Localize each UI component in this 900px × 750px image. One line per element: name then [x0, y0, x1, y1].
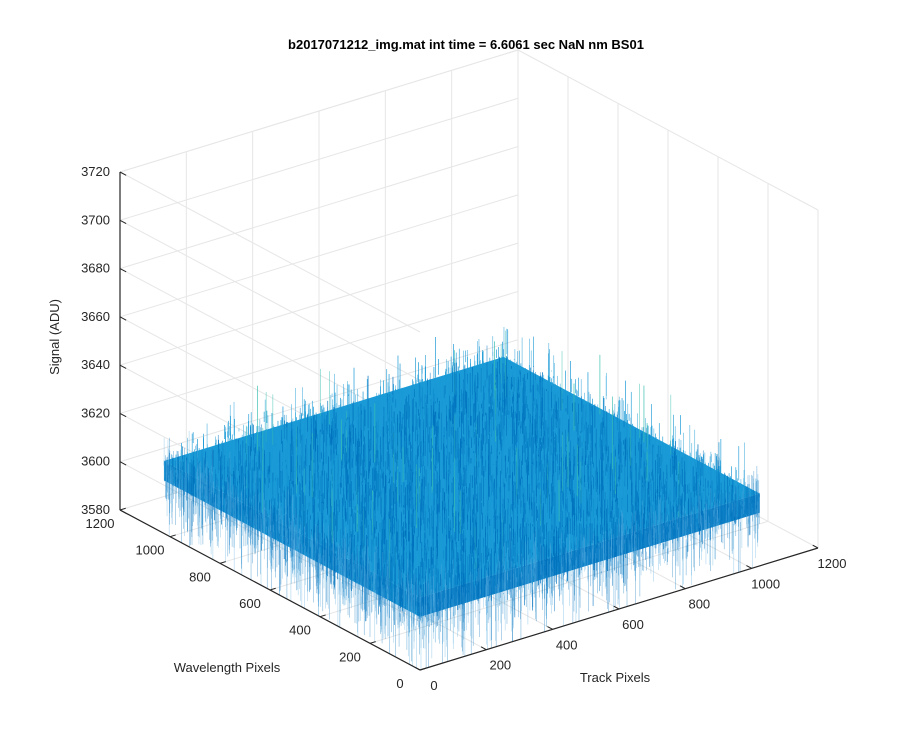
- gridline-z-left: [119, 171, 421, 333]
- box-edge: [517, 49, 819, 211]
- chart-title: b2017071212_img.mat int time = 6.6061 se…: [288, 37, 644, 52]
- surface-plot: [163, 326, 760, 670]
- gridline-z-left: [119, 219, 421, 381]
- box-edge: [119, 49, 519, 173]
